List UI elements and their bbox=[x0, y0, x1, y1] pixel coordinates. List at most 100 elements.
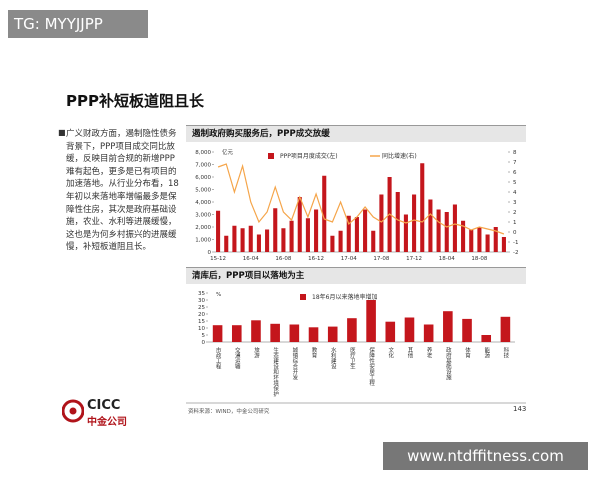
bar bbox=[469, 229, 474, 252]
x-tick-label: 市政工程 bbox=[215, 346, 222, 371]
bullet: ■ bbox=[58, 128, 66, 137]
bar bbox=[366, 300, 376, 342]
bar bbox=[420, 163, 425, 252]
unit-label: % bbox=[216, 292, 221, 298]
unit-label: 亿元 bbox=[222, 148, 234, 156]
bar bbox=[493, 227, 498, 252]
page-number: 143 bbox=[513, 405, 527, 413]
x-tick-label: 17-08 bbox=[373, 256, 389, 262]
bar bbox=[403, 214, 408, 252]
bar bbox=[232, 225, 237, 252]
y-tick-label: 1,000 bbox=[195, 238, 211, 244]
bar bbox=[485, 234, 490, 252]
y2-tick-label: 6 bbox=[513, 170, 517, 176]
bar bbox=[289, 220, 294, 252]
y-tick-label: 8,000 bbox=[195, 150, 211, 156]
y-tick-label: 2,000 bbox=[195, 225, 211, 231]
bar bbox=[423, 324, 434, 342]
bar bbox=[338, 230, 343, 252]
x-tick-label: 生态建设和环境保护 bbox=[272, 346, 279, 398]
bar bbox=[297, 197, 302, 252]
x-tick-label: 18-04 bbox=[439, 256, 455, 262]
x-tick-label: 其他 bbox=[406, 346, 413, 360]
bar bbox=[395, 192, 400, 252]
bar bbox=[379, 194, 384, 252]
y2-tick-label: 8 bbox=[513, 150, 517, 156]
y2-tick-label: 4 bbox=[513, 190, 517, 196]
y2-tick-label: 5 bbox=[513, 180, 517, 186]
bar bbox=[270, 323, 280, 342]
x-tick-label: 教育 bbox=[311, 346, 318, 360]
y-tick-label: 4,000 bbox=[195, 200, 211, 206]
bar bbox=[443, 311, 453, 342]
bar bbox=[461, 220, 466, 252]
legend-label: PPP项目月度成交(左) bbox=[280, 152, 338, 160]
x-tick-label: 体育 bbox=[464, 346, 471, 360]
bar bbox=[462, 318, 472, 342]
y2-tick-label: 1 bbox=[513, 220, 517, 226]
x-tick-label: 科技 bbox=[502, 346, 509, 360]
y-tick-label: 20 bbox=[198, 312, 205, 318]
bar bbox=[346, 215, 351, 252]
y2-tick-label: -1 bbox=[513, 240, 518, 246]
chart-title: 清库后，PPP项目以落地为主 bbox=[186, 267, 526, 284]
x-tick-label: 15-12 bbox=[210, 256, 226, 262]
bar bbox=[256, 234, 261, 252]
legend-label: 同比增速(右) bbox=[382, 152, 417, 160]
y2-tick-label: 2 bbox=[513, 210, 517, 216]
bar bbox=[385, 321, 396, 342]
bar bbox=[251, 320, 261, 342]
x-tick-label: 16-04 bbox=[243, 256, 259, 262]
bar bbox=[281, 228, 286, 252]
legend-label: 18年6月以来落地率增加 bbox=[312, 293, 377, 301]
legend-swatch bbox=[268, 153, 274, 159]
slide-title: PPP补短板道阻且长 bbox=[66, 92, 204, 110]
bar bbox=[500, 316, 511, 342]
watermark: TG: MYYJJPP bbox=[8, 10, 148, 38]
y2-tick-label: -2 bbox=[513, 250, 518, 256]
bar bbox=[216, 210, 221, 252]
bar bbox=[452, 204, 457, 252]
chart-title: 遏制政府购买服务后，PPP成交放缓 bbox=[186, 125, 526, 142]
y-tick-label: 6,000 bbox=[195, 175, 211, 181]
y2-tick-label: 3 bbox=[513, 200, 517, 206]
y-tick-label: 5 bbox=[202, 333, 206, 339]
bar bbox=[248, 225, 253, 252]
x-tick-label: 交通运输 bbox=[234, 346, 241, 371]
watermark: www.ntdffitness.com bbox=[383, 442, 588, 470]
y-tick-label: 10 bbox=[198, 326, 205, 332]
x-tick-label: 17-12 bbox=[406, 256, 422, 262]
bar bbox=[314, 209, 319, 252]
x-tick-label: 18-08 bbox=[471, 256, 487, 262]
logo-icon bbox=[62, 399, 84, 423]
y2-tick-label: 0 bbox=[513, 230, 517, 236]
logo-text: 中金公司 bbox=[87, 417, 127, 428]
bar bbox=[224, 235, 229, 252]
bar bbox=[404, 317, 415, 342]
x-tick-label: 养老 bbox=[426, 346, 433, 359]
y2-tick-label: 7 bbox=[513, 160, 517, 166]
bar bbox=[347, 318, 357, 342]
bar bbox=[305, 218, 310, 252]
source-note: 资料来源：WIND，中金公司研究 bbox=[188, 409, 270, 415]
x-tick-label: 能源 bbox=[483, 346, 490, 360]
bar bbox=[212, 325, 223, 342]
x-tick-label: 17-04 bbox=[341, 256, 357, 262]
x-tick-label: 旅游 bbox=[253, 346, 260, 360]
x-tick-label: 医疗卫生 bbox=[349, 347, 356, 370]
bar bbox=[273, 208, 278, 252]
bar bbox=[363, 209, 368, 252]
x-tick-label: 保障性安居工程 bbox=[368, 346, 375, 387]
line-series bbox=[217, 163, 505, 235]
bar bbox=[231, 325, 242, 342]
paragraph: 广义财政方面，遏制隐性债务背景下，PPP项目成交同比放缓，反映目前合规的新增PP… bbox=[66, 129, 179, 253]
bar bbox=[477, 227, 482, 252]
y-tick-label: 5,000 bbox=[195, 188, 211, 194]
x-tick-label: 城镇综合开发 bbox=[291, 347, 298, 382]
bar bbox=[501, 237, 506, 252]
bar bbox=[289, 324, 300, 342]
y-tick-label: 7,000 bbox=[195, 163, 211, 169]
bar bbox=[481, 335, 492, 342]
